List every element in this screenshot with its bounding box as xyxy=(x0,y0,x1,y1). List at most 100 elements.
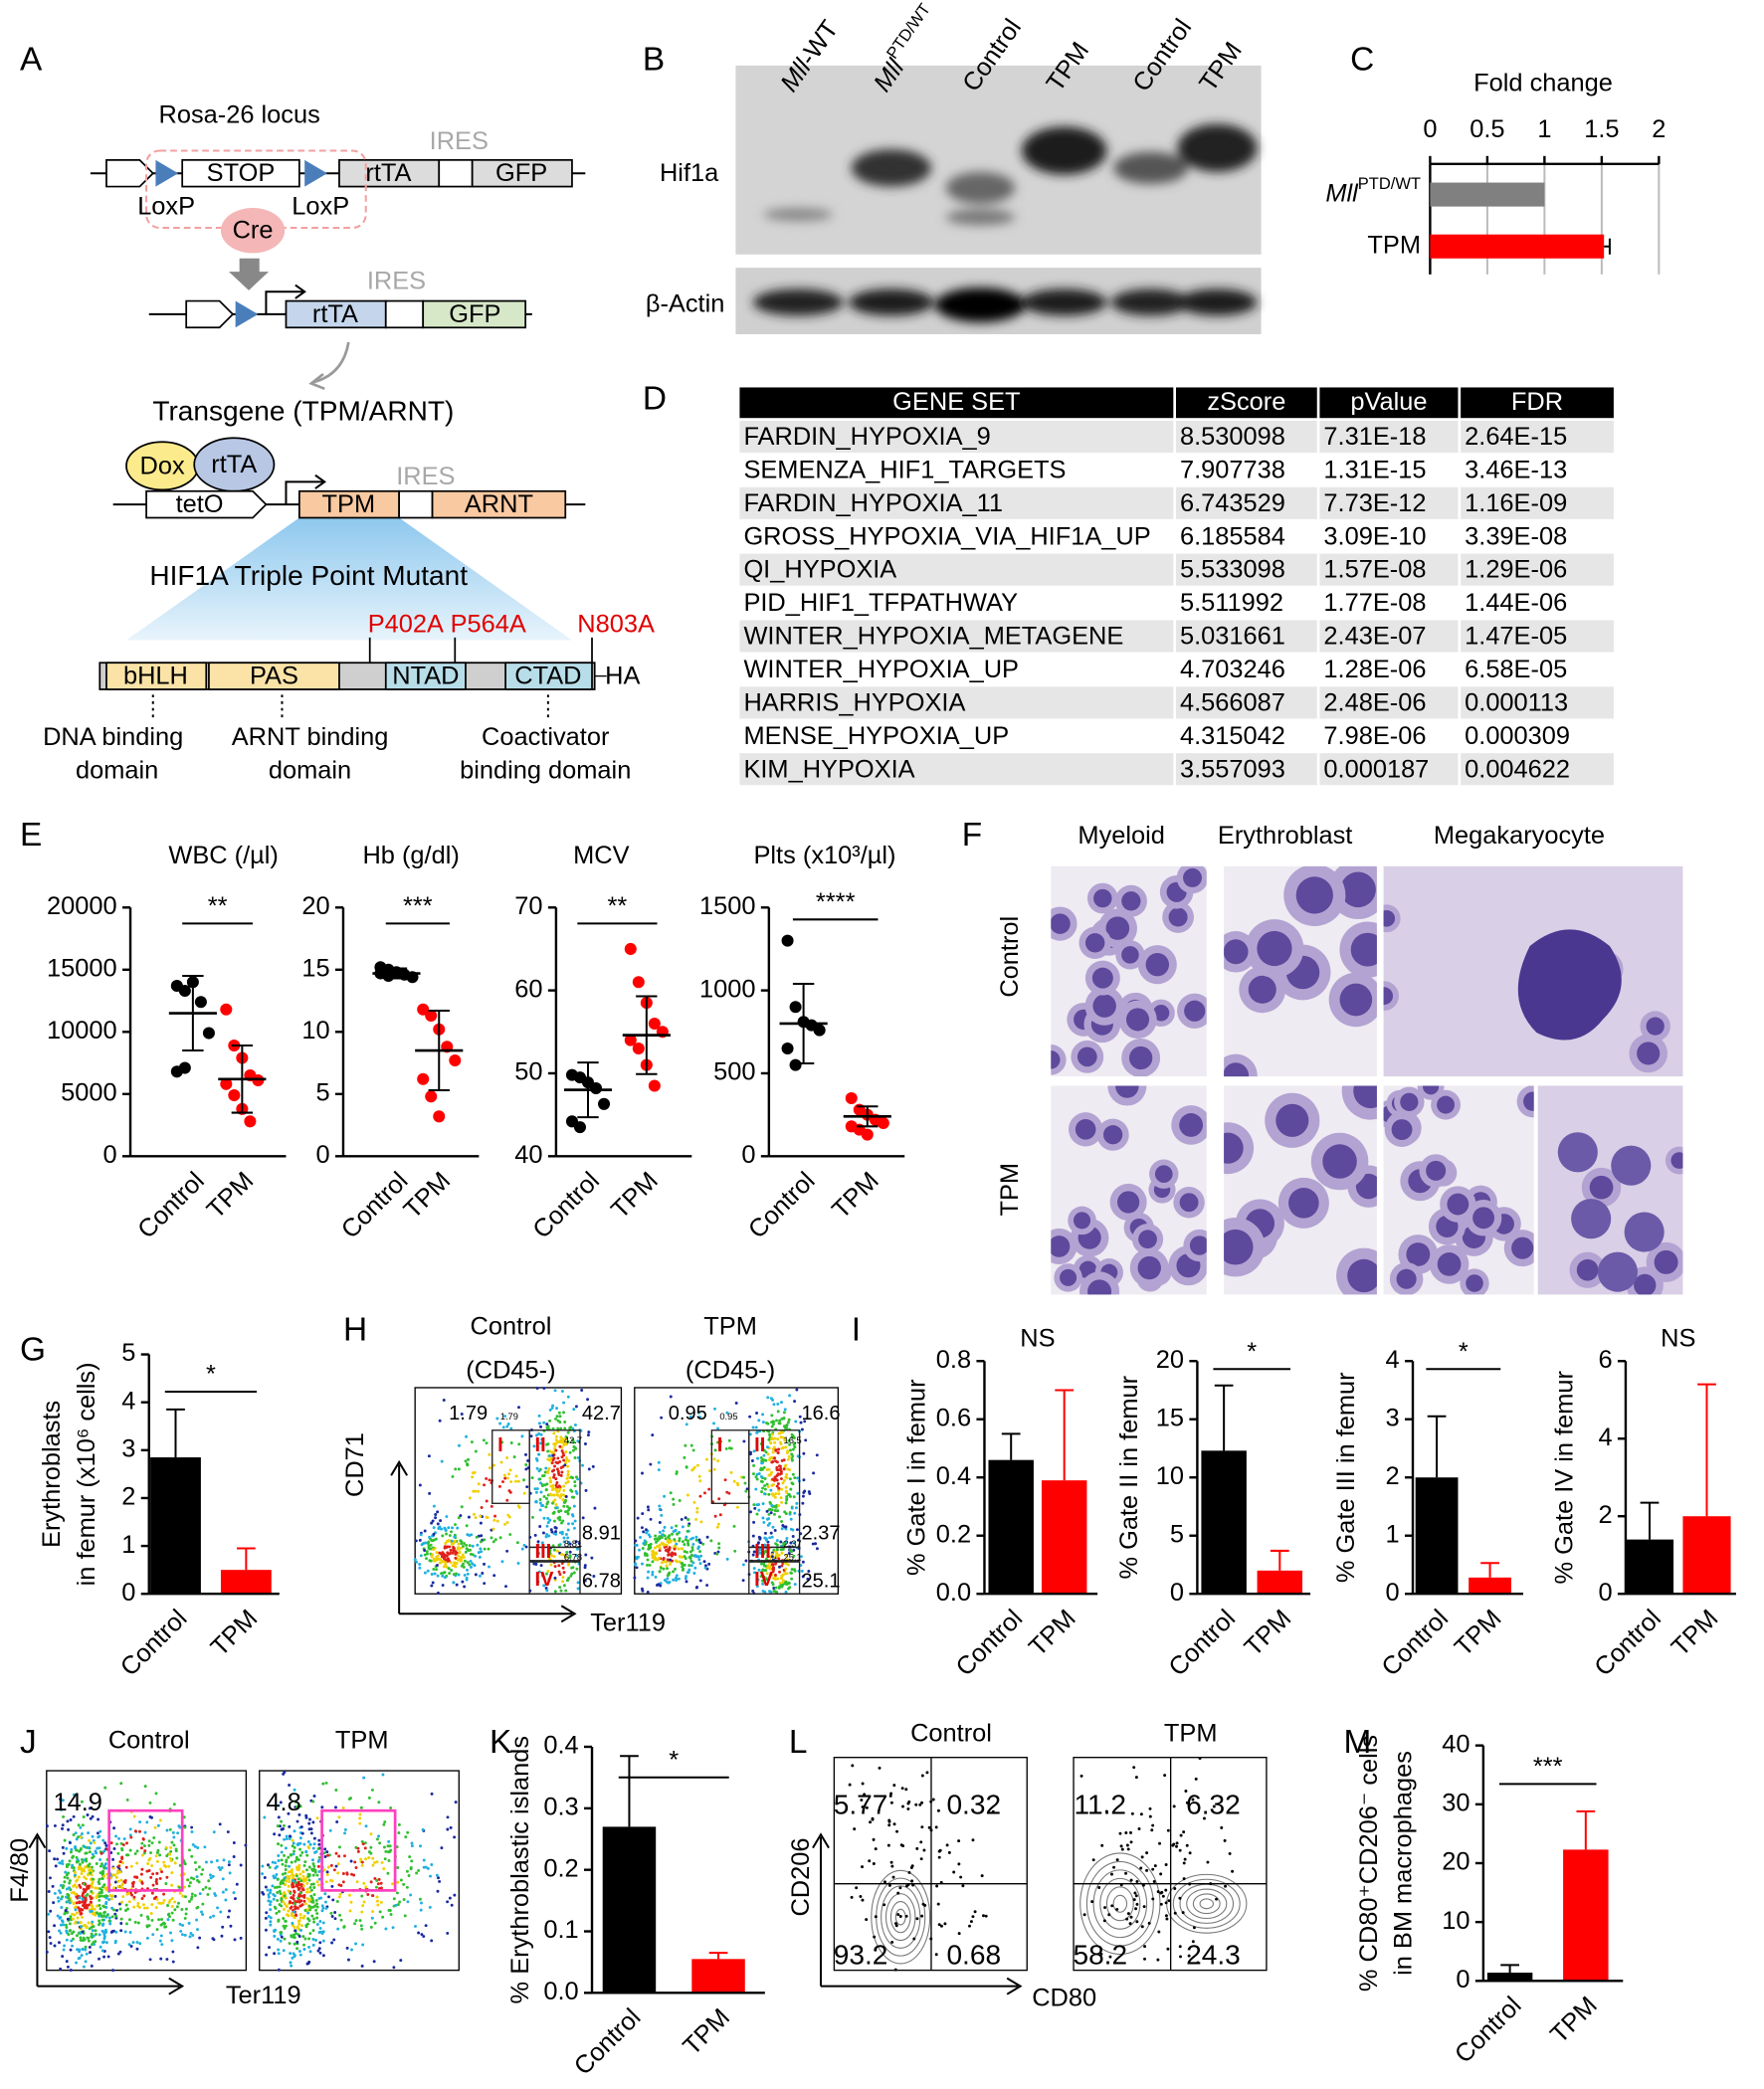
flow-dot xyxy=(47,1930,51,1934)
flow-dot xyxy=(556,1426,560,1430)
flow-dot xyxy=(715,1440,719,1444)
flow-dot xyxy=(569,1488,573,1492)
flow-dot xyxy=(335,1900,339,1903)
flow-dot xyxy=(548,1552,552,1555)
flow-dot xyxy=(192,1877,196,1881)
table-cell: 5.511992 xyxy=(1180,589,1283,617)
flow-dot xyxy=(391,1882,395,1886)
flow-dot xyxy=(226,1830,230,1834)
flow-dot xyxy=(269,1900,273,1904)
flow-dot xyxy=(937,1849,941,1853)
flow-dot xyxy=(789,1571,793,1575)
flow-dot xyxy=(206,1892,210,1896)
flow-dot xyxy=(268,1946,272,1950)
flow-dot xyxy=(448,1896,452,1900)
flow-dot xyxy=(883,1880,886,1884)
flow-dot xyxy=(777,1422,781,1425)
flow-dot xyxy=(1220,1825,1224,1829)
flow-dot xyxy=(463,1585,467,1589)
flow-dot xyxy=(490,1504,493,1508)
flow-dot xyxy=(336,1862,340,1866)
flow-dot xyxy=(776,1577,780,1581)
gate-value: 25.1 xyxy=(801,1570,840,1592)
flow-dot xyxy=(436,1591,440,1595)
flow-dot xyxy=(440,1459,444,1463)
flow-dot xyxy=(591,1464,595,1468)
flow-dot xyxy=(438,1557,442,1561)
flow-dot xyxy=(781,1581,785,1584)
flow-dot xyxy=(261,1891,265,1894)
flow-dot xyxy=(787,1418,791,1422)
flow-dot xyxy=(1196,1961,1200,1965)
y-tick-label: 0.4 xyxy=(936,1462,971,1490)
nucleus xyxy=(1340,871,1376,908)
flow-dot xyxy=(551,1458,555,1462)
flow-dot xyxy=(1164,1888,1168,1892)
flow-dot xyxy=(382,1845,386,1849)
flow-dot xyxy=(454,1523,457,1527)
flow-dot xyxy=(98,1846,101,1850)
flow-dot xyxy=(125,1798,129,1802)
flow-dot xyxy=(63,1875,67,1879)
flow-dot xyxy=(353,1860,357,1864)
flow-dot xyxy=(755,1585,759,1589)
flow-dot xyxy=(815,1453,819,1457)
flow-dot xyxy=(698,1416,701,1420)
flow-dot xyxy=(770,1414,774,1418)
flow-dot xyxy=(48,1876,52,1880)
flow-dot xyxy=(111,1894,114,1898)
band xyxy=(945,171,1016,204)
flow-dot xyxy=(550,1493,554,1497)
flow-dot xyxy=(779,1496,783,1500)
flow-dot xyxy=(437,1876,440,1880)
flow-dot xyxy=(98,1903,101,1907)
flow-dot xyxy=(947,1850,951,1854)
flow-dot xyxy=(464,1550,468,1554)
flow-dot xyxy=(777,1492,781,1496)
flow-dot xyxy=(104,1941,108,1945)
flow-dot xyxy=(280,1935,284,1939)
nucleus xyxy=(1051,1050,1061,1069)
flow-dot xyxy=(190,1895,194,1899)
flow-dot xyxy=(441,1584,445,1588)
flow-dot xyxy=(317,1877,321,1881)
flow-dot xyxy=(537,1570,541,1574)
flow-dot xyxy=(65,1865,69,1869)
flow-dot xyxy=(474,1489,478,1493)
flow-dot xyxy=(488,1466,491,1470)
flow-dot xyxy=(497,1484,501,1488)
flow-dot xyxy=(373,1876,377,1880)
flow-dot xyxy=(189,1897,193,1901)
flow-dot xyxy=(311,1937,315,1941)
quadrant-value: 24.3 xyxy=(1186,1940,1241,1971)
nucleus xyxy=(1472,1207,1495,1230)
flow-dot xyxy=(554,1438,558,1442)
contour xyxy=(1179,1883,1235,1924)
flow-dot xyxy=(304,1815,308,1819)
flow-dot xyxy=(76,1916,80,1920)
flow-dot xyxy=(177,1901,180,1905)
flow-dot xyxy=(58,1929,62,1933)
flow-dot xyxy=(800,1569,804,1573)
flow-dot xyxy=(736,1483,740,1487)
flow-dot xyxy=(919,1840,923,1844)
flow-dot xyxy=(312,1917,316,1921)
flow-dot xyxy=(1112,1865,1116,1869)
flow-dot xyxy=(788,1510,792,1514)
flow-dot xyxy=(153,1825,157,1829)
flow-dot xyxy=(277,1854,281,1857)
x-tick-label: TPM xyxy=(606,1167,664,1225)
flow-dot xyxy=(190,1830,194,1833)
flow-dot xyxy=(298,1891,302,1895)
flow-dot xyxy=(98,1919,101,1923)
flow-dot xyxy=(495,1519,499,1523)
flow-dot xyxy=(124,1903,128,1907)
flow-dot xyxy=(757,1419,761,1423)
nucleus xyxy=(1611,1145,1652,1186)
flow-dot xyxy=(537,1414,541,1418)
flow-dot xyxy=(114,1916,118,1920)
flow-dot xyxy=(308,1908,312,1912)
flow-dot xyxy=(478,1574,482,1578)
flow-dot xyxy=(162,1921,166,1925)
flow-dot xyxy=(760,1480,764,1484)
